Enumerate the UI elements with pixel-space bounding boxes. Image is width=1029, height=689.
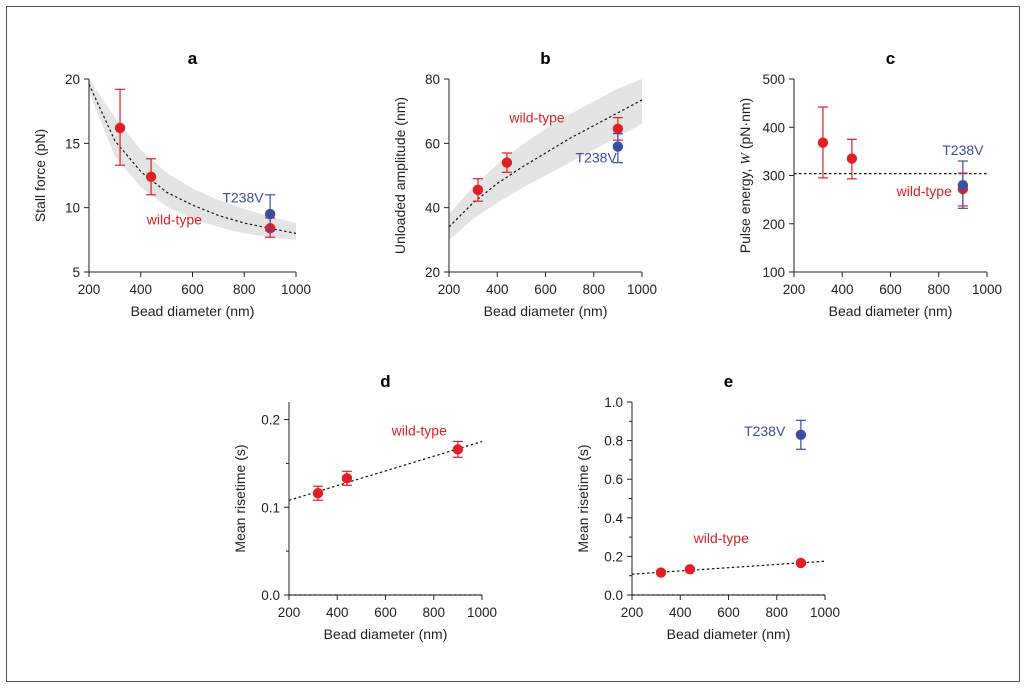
x-tick-label-c: 600	[879, 282, 902, 297]
data-point-e-wild-type	[655, 567, 667, 578]
y-tick-label-b: 80	[425, 72, 440, 87]
x-axis-title-b: Bead diameter (nm)	[484, 303, 608, 319]
y-axis-title-e: Mean risetime (s)	[575, 444, 591, 552]
series-label-b: wild-type	[508, 109, 564, 125]
y-tick-label-e: 0.8	[604, 434, 623, 449]
y-tick-label-a: 15	[65, 136, 80, 151]
data-point-d-wild-type	[312, 488, 324, 499]
x-tick-label-a: 200	[78, 282, 101, 297]
x-tick-label-c: 1000	[972, 282, 1002, 297]
series-label-e: T238V	[744, 423, 786, 439]
data-point-a-wild-type	[114, 122, 126, 134]
chart-panel-c: 200 400 600 800 1000 100 200 300 400 500 Bead diam…	[737, 49, 1002, 319]
y-tick-label-c: 400	[762, 120, 785, 135]
y-tick-label-a: 10	[65, 201, 80, 216]
x-tick-label-a: 400	[129, 282, 152, 297]
y-tick-label-c: 500	[762, 72, 785, 87]
x-axis-title-d: Bead diameter (nm)	[324, 626, 448, 642]
x-tick-label-d: 200	[278, 605, 301, 620]
x-tick-label-b: 200	[438, 282, 461, 297]
chart-panel-a: 200 400 600 800 1000 5 10 15 20 Bead diameter (nm…	[32, 49, 311, 319]
y-tick-label-a: 20	[65, 72, 80, 87]
x-tick-label-b: 400	[486, 282, 509, 297]
x-tick-label-d: 800	[422, 605, 445, 620]
series-label-e: wild-type	[693, 530, 749, 546]
fit-line-b	[448, 99, 643, 228]
y-tick-label-d: 0.2	[261, 413, 280, 428]
fit-line-d	[288, 440, 483, 501]
x-tick-label-e: 800	[765, 605, 788, 620]
x-tick-label-a: 800	[233, 282, 256, 297]
data-point-b-wild-type	[612, 123, 624, 135]
y-tick-label-b: 20	[425, 265, 440, 280]
y-axis-title-c: Pulse energy, W (pN·nm)	[737, 98, 754, 253]
data-point-d-wild-type	[341, 473, 353, 484]
figure-frame	[6, 6, 1020, 682]
x-tick-label-e: 400	[669, 605, 692, 620]
panel-letter-a: a	[188, 49, 198, 68]
x-axis-title-a: Bead diameter (nm)	[131, 303, 255, 319]
x-tick-label-e: 600	[717, 605, 740, 620]
x-tick-label-b: 800	[582, 282, 605, 297]
x-tick-label-c: 200	[783, 282, 806, 297]
panel-letter-b: b	[540, 49, 550, 68]
chart-panel-e: 200 400 600 800 1000 0.0 0.2 0.4 0.6 0.8 1.0 Bead d…	[575, 372, 840, 642]
series-label-c: wild-type	[896, 183, 952, 199]
data-point-c-wild-type	[846, 153, 858, 164]
x-tick-label-e: 200	[621, 605, 644, 620]
panel-letter-c: c	[886, 49, 895, 68]
x-tick-label-b: 600	[534, 282, 557, 297]
data-point-b-wild-type	[501, 157, 513, 168]
series-label-a: T238V	[222, 190, 264, 206]
y-tick-label-e: 0.4	[604, 511, 623, 526]
data-point-a-t238v	[264, 208, 276, 220]
data-point-c-wild-type	[817, 137, 829, 148]
y-tick-label-c: 100	[762, 265, 785, 280]
x-tick-label-b: 1000	[627, 282, 657, 297]
data-point-e-wild-type	[795, 557, 807, 569]
x-tick-label-a: 600	[181, 282, 204, 297]
y-tick-label-b: 60	[425, 136, 440, 151]
data-point-a-wild-type	[145, 171, 157, 182]
y-tick-label-b: 40	[425, 201, 440, 216]
fit-line-a	[88, 83, 297, 234]
series-label-c: T238V	[942, 142, 984, 158]
chart-panel-b: 200 400 600 800 1000 20 40 60 80 Bead diameter (n…	[392, 49, 657, 319]
panel-letter-e: e	[724, 372, 733, 391]
data-point-b-t238v	[612, 141, 624, 152]
y-tick-label-e: 0.0	[604, 588, 623, 603]
data-point-b-wild-type	[472, 184, 484, 196]
x-tick-label-c: 800	[927, 282, 950, 297]
x-tick-label-d: 600	[374, 605, 397, 620]
y-axis-title-a: Stall force (pN)	[32, 129, 48, 222]
y-tick-label-e: 1.0	[604, 395, 623, 410]
x-axis-title-c: Bead diameter (nm)	[829, 303, 953, 319]
series-label-b: T238V	[576, 150, 618, 166]
x-axis-title-e: Bead diameter (nm)	[667, 626, 791, 642]
y-axis-title-b: Unloaded amplitude (nm)	[392, 97, 408, 254]
x-tick-label-a: 1000	[281, 282, 311, 297]
y-tick-label-d: 0.0	[261, 588, 280, 603]
series-label-a: wild-type	[146, 211, 202, 227]
x-tick-label-d: 400	[326, 605, 349, 620]
y-tick-label-e: 0.2	[604, 549, 623, 564]
data-point-e-t238v	[795, 429, 807, 441]
y-tick-label-e: 0.6	[604, 472, 623, 487]
data-point-d-wild-type	[452, 444, 464, 455]
y-tick-label-c: 300	[762, 169, 785, 184]
y-tick-label-c: 200	[762, 217, 785, 232]
series-label-d: wild-type	[391, 422, 447, 438]
x-tick-label-c: 400	[831, 282, 854, 297]
data-point-e-wild-type	[684, 564, 696, 575]
data-point-c-t238v	[957, 179, 969, 191]
y-tick-label-a: 5	[72, 265, 80, 280]
x-tick-label-e: 1000	[810, 605, 840, 620]
confidence-band-b	[449, 79, 642, 240]
y-tick-label-d: 0.1	[261, 500, 280, 515]
y-axis-title-d: Mean risetime (s)	[232, 444, 248, 552]
chart-panel-d: 200 400 600 800 1000 0.0 0.1 0.2 Bead diameter (…	[232, 372, 497, 642]
x-tick-label-d: 1000	[467, 605, 497, 620]
panel-letter-d: d	[380, 372, 390, 391]
